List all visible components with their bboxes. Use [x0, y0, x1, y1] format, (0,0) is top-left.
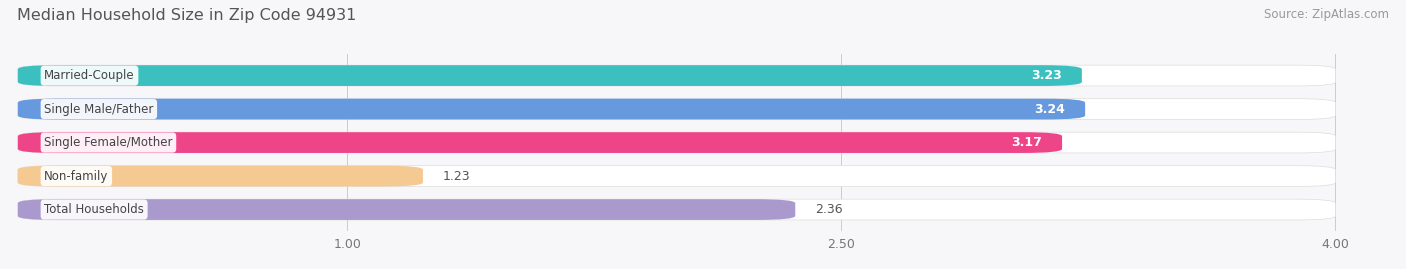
- FancyBboxPatch shape: [18, 99, 1336, 119]
- FancyBboxPatch shape: [18, 166, 423, 186]
- Text: Married-Couple: Married-Couple: [44, 69, 135, 82]
- Text: 3.17: 3.17: [1011, 136, 1042, 149]
- FancyBboxPatch shape: [18, 99, 1085, 119]
- Text: 3.23: 3.23: [1032, 69, 1062, 82]
- Text: Median Household Size in Zip Code 94931: Median Household Size in Zip Code 94931: [17, 8, 356, 23]
- Text: Total Households: Total Households: [44, 203, 143, 216]
- Text: Single Male/Father: Single Male/Father: [44, 102, 153, 116]
- Text: Non-family: Non-family: [44, 169, 108, 183]
- Text: 2.36: 2.36: [815, 203, 842, 216]
- FancyBboxPatch shape: [18, 132, 1336, 153]
- Text: 3.24: 3.24: [1035, 102, 1066, 116]
- FancyBboxPatch shape: [18, 132, 1062, 153]
- FancyBboxPatch shape: [18, 65, 1081, 86]
- Text: 1.23: 1.23: [443, 169, 471, 183]
- FancyBboxPatch shape: [18, 199, 1336, 220]
- FancyBboxPatch shape: [18, 65, 1336, 86]
- FancyBboxPatch shape: [18, 199, 796, 220]
- Text: Single Female/Mother: Single Female/Mother: [44, 136, 173, 149]
- FancyBboxPatch shape: [18, 166, 1336, 186]
- Text: Source: ZipAtlas.com: Source: ZipAtlas.com: [1264, 8, 1389, 21]
